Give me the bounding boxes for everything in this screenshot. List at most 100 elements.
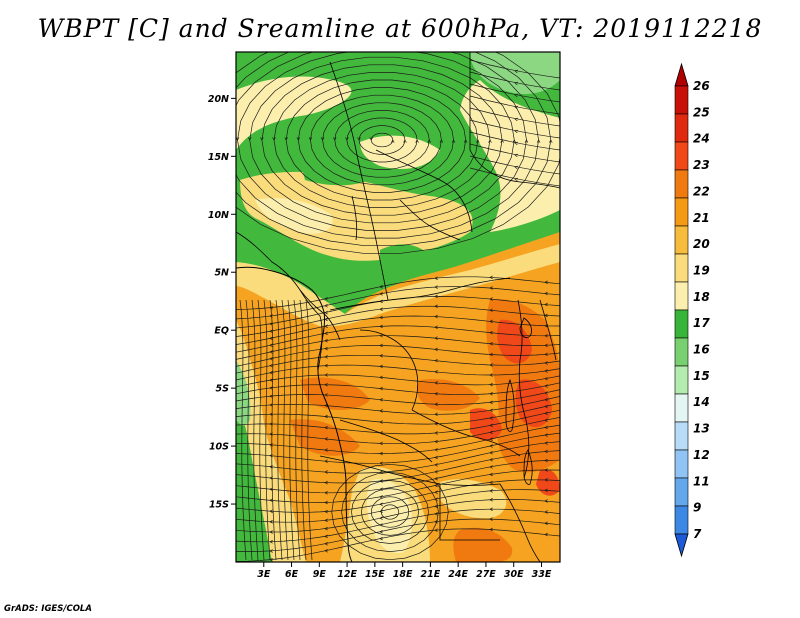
- colorbar-label: 24: [693, 132, 710, 146]
- streamline-arrow: [489, 527, 493, 532]
- streamline: [469, 119, 560, 139]
- lon-tick-label: 18E: [393, 569, 413, 580]
- streamline-arrow: [324, 331, 328, 336]
- streamline-arrow: [544, 369, 548, 373]
- streamline-arrow: [324, 310, 328, 315]
- colorbar-swatch: [674, 113, 689, 143]
- streamline-arrow: [463, 139, 468, 143]
- streamline-arrow: [379, 324, 383, 329]
- streamline-arrow: [269, 343, 273, 348]
- streamline-arrow: [269, 350, 273, 354]
- streamline-arrow: [379, 409, 383, 413]
- lon-tick-label: 3E: [257, 569, 271, 580]
- streamline-arrow: [403, 139, 407, 143]
- streamline-arrow: [434, 381, 438, 385]
- streamline: [236, 286, 560, 320]
- streamline-arrow: [379, 292, 383, 296]
- streamline: [236, 354, 560, 374]
- streamline-arrow: [324, 437, 328, 441]
- streamline-arrow: [434, 470, 438, 474]
- streamline-arrow: [489, 330, 493, 335]
- lon-tick-label: 6E: [285, 569, 299, 580]
- streamline-arrow: [247, 137, 252, 141]
- streamline-arrow: [434, 325, 438, 329]
- streamline-arrow: [269, 305, 273, 310]
- streamline-arrow: [369, 137, 373, 141]
- streamline-arrow: [544, 468, 548, 472]
- colorbar-label: 21: [693, 211, 710, 225]
- streamline-arrow: [489, 465, 493, 469]
- streamline: [236, 315, 560, 345]
- latitude-axis: 20N 15N 10N 5N EQ 5S 10S 15S: [208, 94, 236, 511]
- grads-credit: GrADS: IGES/COLA: [4, 604, 92, 614]
- streamline-arrow: [489, 480, 493, 485]
- streamline-arrow: [269, 520, 273, 524]
- streamline-arrow: [514, 177, 518, 182]
- streamline-arrow: [434, 490, 438, 495]
- streamline: [469, 143, 560, 163]
- streamline-arrow: [544, 391, 548, 395]
- streamline-arrow: [489, 517, 493, 521]
- streamline-arrow: [544, 343, 548, 348]
- streamline-arrow: [224, 137, 227, 140]
- streamline: [236, 364, 560, 381]
- streamline-arrow: [434, 476, 438, 481]
- streamline-arrow: [324, 541, 328, 546]
- streamline: [281, 299, 289, 561]
- streamline-arrow: [324, 297, 328, 301]
- streamline-arrow: [379, 502, 383, 507]
- streamline-arrow: [451, 139, 456, 143]
- streamline-arrow: [379, 451, 383, 456]
- streamline: [236, 52, 552, 247]
- colorbar-label: 22: [693, 184, 710, 198]
- colorbar-swatch: [674, 449, 689, 479]
- streamline-arrow: [345, 137, 349, 141]
- streamline: [299, 299, 307, 561]
- streamline-arrow: [544, 458, 548, 463]
- streamline-arrow: [379, 397, 383, 402]
- streamline-arrow: [544, 324, 548, 328]
- streamline-arrow: [434, 448, 438, 452]
- streamline-arrow: [324, 480, 328, 485]
- colorbar-label: 16: [693, 343, 710, 357]
- streamline: [236, 489, 560, 523]
- streamline-arrow: [324, 346, 328, 351]
- streamline-arrow: [544, 478, 548, 482]
- streamline-arrow: [544, 376, 548, 381]
- streamline-arrow: [434, 431, 438, 435]
- streamline-arrow: [296, 137, 301, 141]
- colorbar-label: 25: [693, 105, 710, 119]
- lat-tick-label: 20N: [208, 94, 229, 105]
- streamline-arrow: [269, 498, 273, 503]
- streamline-arrow: [488, 139, 492, 143]
- colorbar-top-arrow: [674, 62, 689, 87]
- colorbar-swatch: [674, 337, 689, 367]
- streamline-arrow: [324, 459, 328, 463]
- streamline-arrow: [269, 322, 273, 326]
- lon-tick-label: 27E: [476, 569, 496, 580]
- streamline-arrow: [324, 363, 328, 368]
- colorbar-swatch: [674, 85, 689, 115]
- lon-tick-label: 15E: [365, 569, 385, 580]
- streamline: [263, 299, 271, 561]
- streamline-arrow: [324, 470, 328, 474]
- streamline-arrow: [379, 285, 383, 289]
- streamline-arrow: [324, 534, 328, 539]
- streamline-arrow: [514, 153, 518, 158]
- streamline: [331, 463, 449, 561]
- streamline-arrow: [324, 324, 328, 328]
- streamline-arrow: [269, 378, 273, 382]
- streamline-arrow: [324, 491, 328, 495]
- colorbar-label: 13: [693, 422, 710, 436]
- streamline-arrow: [320, 137, 325, 141]
- streamline-arrow: [489, 352, 493, 357]
- streamline-arrow: [269, 363, 273, 368]
- streamline: [236, 508, 560, 543]
- streamline-arrow: [415, 139, 419, 143]
- streamline: [236, 479, 560, 513]
- streamline: [236, 325, 560, 353]
- streamline-arrow: [514, 105, 518, 110]
- wbpt-shading: [200, 52, 560, 562]
- streamline-arrow: [512, 139, 517, 143]
- streamline-arrow: [200, 137, 203, 140]
